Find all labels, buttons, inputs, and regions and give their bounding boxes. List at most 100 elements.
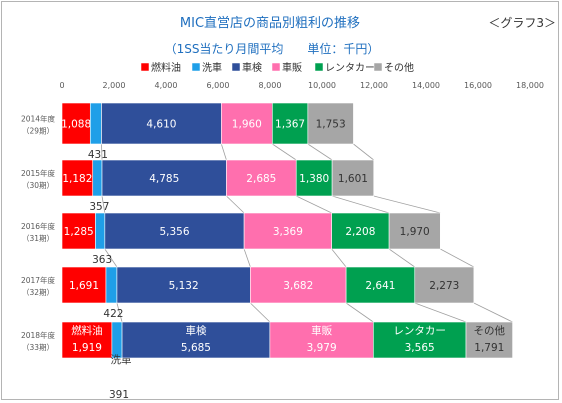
bar-segment [345,266,416,304]
legend: 燃料油 洗車 車検 車販 レンタカー その他 [140,61,414,74]
bar-segment [121,321,271,359]
series-name-label: その他 [474,324,506,337]
bar-segment [269,321,374,359]
x-tick-label: 10,000 [308,81,336,90]
data-label: 1,753 [316,119,346,131]
legend-swatch [231,62,241,72]
x-tick-label: 2,000 [103,81,126,90]
series-line [388,248,415,268]
series-line [243,248,251,268]
x-tick-label: 6,000 [207,81,230,90]
series-line [345,302,374,323]
category-period-label: （29期） [22,127,54,136]
data-label: 1,791 [474,342,504,354]
data-label: 2,685 [246,173,276,185]
category-year-label: 2018年度 [21,330,56,340]
x-tick-label: 4,000 [155,81,178,90]
bar-segment [92,159,103,197]
x-tick-label: 0 [59,81,64,90]
x-tick-label: 16,000 [464,81,492,90]
series-name-label: レンタカー [393,325,446,337]
data-label: 4,610 [146,119,176,131]
data-label: 1,960 [232,119,262,131]
category-period-label: （33期） [22,343,54,352]
data-label: 2,208 [345,226,375,238]
legend-swatch [191,62,201,72]
chart-subtitle: （1SS当たり月間平均 単位：千円） [165,41,380,56]
series-name-label: 車検 [185,324,206,337]
data-label: 2,273 [429,280,459,292]
data-label: 363 [92,254,112,266]
series-line [272,143,297,161]
category-year-label: 2016年度 [21,221,56,231]
legend-label: レンタカー [325,62,375,74]
x-tick-label: 12,000 [360,81,388,90]
data-label: 2,641 [365,280,395,292]
bar-segment [89,102,102,145]
data-label: 3,979 [307,342,337,354]
category-year-label: 2014年度 [21,114,56,124]
bar-segment [61,102,91,145]
bar-segment [61,212,96,250]
data-label: 1,919 [72,342,102,354]
category-labels: 2014年度 （29期） 2015年度 （30期） 2016年度 （31期） 2017年度 （… [21,114,56,353]
data-label: 4,785 [149,173,179,185]
graph-tag: ＜グラフ3＞ [488,16,556,30]
category-period-label: （32期） [22,288,54,297]
data-label: 391 [109,389,129,401]
legend-swatch [314,62,324,72]
series-line [226,195,245,214]
data-label: 5,132 [169,280,199,292]
bar-segment [101,159,227,197]
bar-segment [331,159,375,197]
series-line [296,195,332,214]
bars: 1,088 431 4,610 1,960 1,367 1,753 1,182 357 4,78… [61,102,513,401]
bar-segment [61,321,113,359]
bar-segment [116,266,251,304]
bar-segment [104,212,245,250]
data-label: 1,088 [61,119,91,131]
series-line [307,143,333,161]
bar-segment [414,266,475,304]
data-label: 357 [89,201,109,213]
legend-label: 車販 [282,61,302,74]
category-period-label: （30期） [22,181,54,190]
chart-title: MIC直営店の商品別粗利の推移 [180,16,360,31]
series-line [104,248,118,268]
series-line [101,195,106,214]
data-label: 1,691 [69,280,99,292]
x-tick-label: 8,000 [259,81,282,90]
series-line [473,302,513,323]
data-label: 1,367 [275,119,305,131]
bar-segment [105,266,118,304]
series-line [440,248,475,268]
data-label: 1,285 [64,226,94,238]
x-tick-label: 14,000 [412,81,440,90]
bar-segment [226,159,297,197]
legend-label: その他 [384,61,414,74]
bar-segment [61,266,107,304]
bar-segment [95,212,106,250]
series-line [414,302,467,323]
series-name-label: 燃料油 [71,324,103,337]
legend-label: 燃料油 [151,61,181,74]
category-period-label: （31期） [22,234,54,243]
bar-segment [295,159,333,197]
legend-label: 洗車 [202,61,222,74]
data-label: 1,182 [62,173,92,185]
data-label: 422 [103,308,123,320]
bar-segment [111,321,123,359]
data-label: 1,601 [338,173,368,185]
series-line [373,195,441,214]
category-year-label: 2017年度 [21,275,56,285]
series-line [353,143,374,161]
x-tick-label: 18,000 [516,81,544,90]
legend-swatch [373,62,383,72]
series-line [331,248,347,268]
series-line [116,302,123,323]
legend-swatch [271,62,281,72]
series-line [250,302,271,323]
series-line [331,195,390,214]
series-name-label: 車販 [311,324,332,337]
